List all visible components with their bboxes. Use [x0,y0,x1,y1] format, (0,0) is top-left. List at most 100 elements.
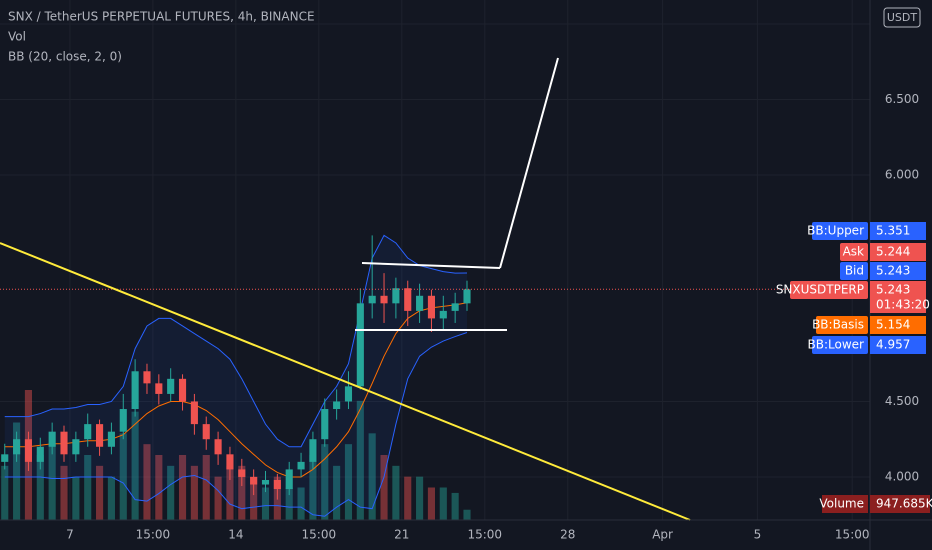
volume-bar [427,487,435,520]
candle-body [143,371,151,384]
volume-bar [404,476,412,520]
bb-lower-vbox [870,336,926,354]
volume-bar [368,433,376,520]
currency-box[interactable] [883,7,921,28]
bid-box [840,262,868,280]
axes: 4.0004.5006.0006.5007.000715:001415:0021… [66,17,932,542]
candle-body [60,431,68,455]
x-tick-label: 28 [560,528,575,542]
candle-body [167,378,175,394]
candle-body [1,454,9,462]
y-tick-label: 4.500 [885,394,919,408]
bb-lower [4,332,468,517]
volume-bar [250,476,258,520]
y-tick-label: 6.500 [885,92,919,106]
candle-body [72,439,80,455]
candle-body [84,424,92,440]
bb-basis-vbox [870,316,926,334]
x-tick-label: 21 [394,528,409,542]
bb-upper-box [812,222,868,240]
candle-body [321,409,329,440]
volume-bar [238,465,246,520]
candle-body [226,454,234,470]
candle-body [13,439,21,455]
volume-bar [155,455,163,520]
volume-value: 947.685K [876,497,932,511]
bb-basis-name: BB:Basis [812,318,864,332]
bb-lower-name: BB:Lower [808,338,865,352]
volume-bar [416,476,424,520]
candle-body [439,310,447,319]
volume-bar [392,465,400,520]
volume-bar [36,455,44,520]
countdown: 01:43:20 [876,298,930,312]
bb-upper [4,234,468,448]
last-vbox [870,281,926,299]
volume-bar [13,422,21,520]
volume-bar [439,487,447,520]
volume-bar [178,455,187,520]
candle-body [107,431,115,447]
x-tick-label: 15:00 [136,528,171,542]
ask-vbox [870,243,926,261]
x-tick-label: 15:00 [302,528,337,542]
candle-body [333,401,341,410]
indicator-label: Vol [8,30,26,44]
candle-body [238,469,246,477]
volume-box [822,495,868,513]
volume-name: Volume [819,497,864,511]
volume-bar [344,444,353,520]
volume-bar [380,455,388,520]
bb-upper-name: BB:Upper [807,224,864,238]
volume-bar [119,433,127,520]
volume-bar [1,465,9,520]
candle-body [48,431,56,447]
candle-body [404,288,412,311]
projection-line [499,57,559,269]
candle-body [214,439,222,455]
volume-bar [48,444,56,520]
y-tick-label: 4.000 [885,469,919,483]
volume-bar [333,465,341,520]
candle-body [344,386,353,402]
volume-bar [96,465,104,520]
candle-body [451,303,459,311]
candle-body [368,295,376,304]
bid-name: Bid [845,264,864,278]
candle-body [463,289,471,304]
candle-body [297,461,305,470]
candle-body [190,401,198,425]
candle-body [202,424,210,440]
bid-vbox [870,262,926,280]
bb-lower-box [812,336,868,354]
y-tick-label: 6.000 [885,167,919,181]
range-top-line [361,262,501,269]
bb-upper-vbox [870,222,926,240]
candle-body [416,295,424,311]
currency: USDT [887,11,918,24]
volume-bar [202,455,210,520]
volume-bar [72,476,80,520]
x-tick-label: Apr [652,528,673,542]
candle-body [155,383,163,394]
chart-title: SNX / TetherUS PERPETUAL FUTURES, 4h, BI… [8,10,315,24]
bb-basis [4,302,468,478]
last-box [790,281,868,299]
bb-basis-value: 5.154 [876,318,910,332]
last-name: SNXUSDTPERP [776,283,864,297]
volume-bar [463,509,471,520]
plot [0,0,870,520]
candle-body [380,295,388,304]
volume-bar [214,476,222,520]
volume-bar [261,487,270,520]
x-tick-label: 7 [66,528,74,542]
candle-body [36,446,44,462]
x-tick-label: 14 [228,528,243,542]
volume-bar [321,444,329,520]
ask-box [840,243,868,261]
ask-name: Ask [843,245,864,259]
candle-body [119,409,127,432]
bb-lower-value: 4.957 [876,338,910,352]
x-tick-label: 5 [754,528,762,542]
